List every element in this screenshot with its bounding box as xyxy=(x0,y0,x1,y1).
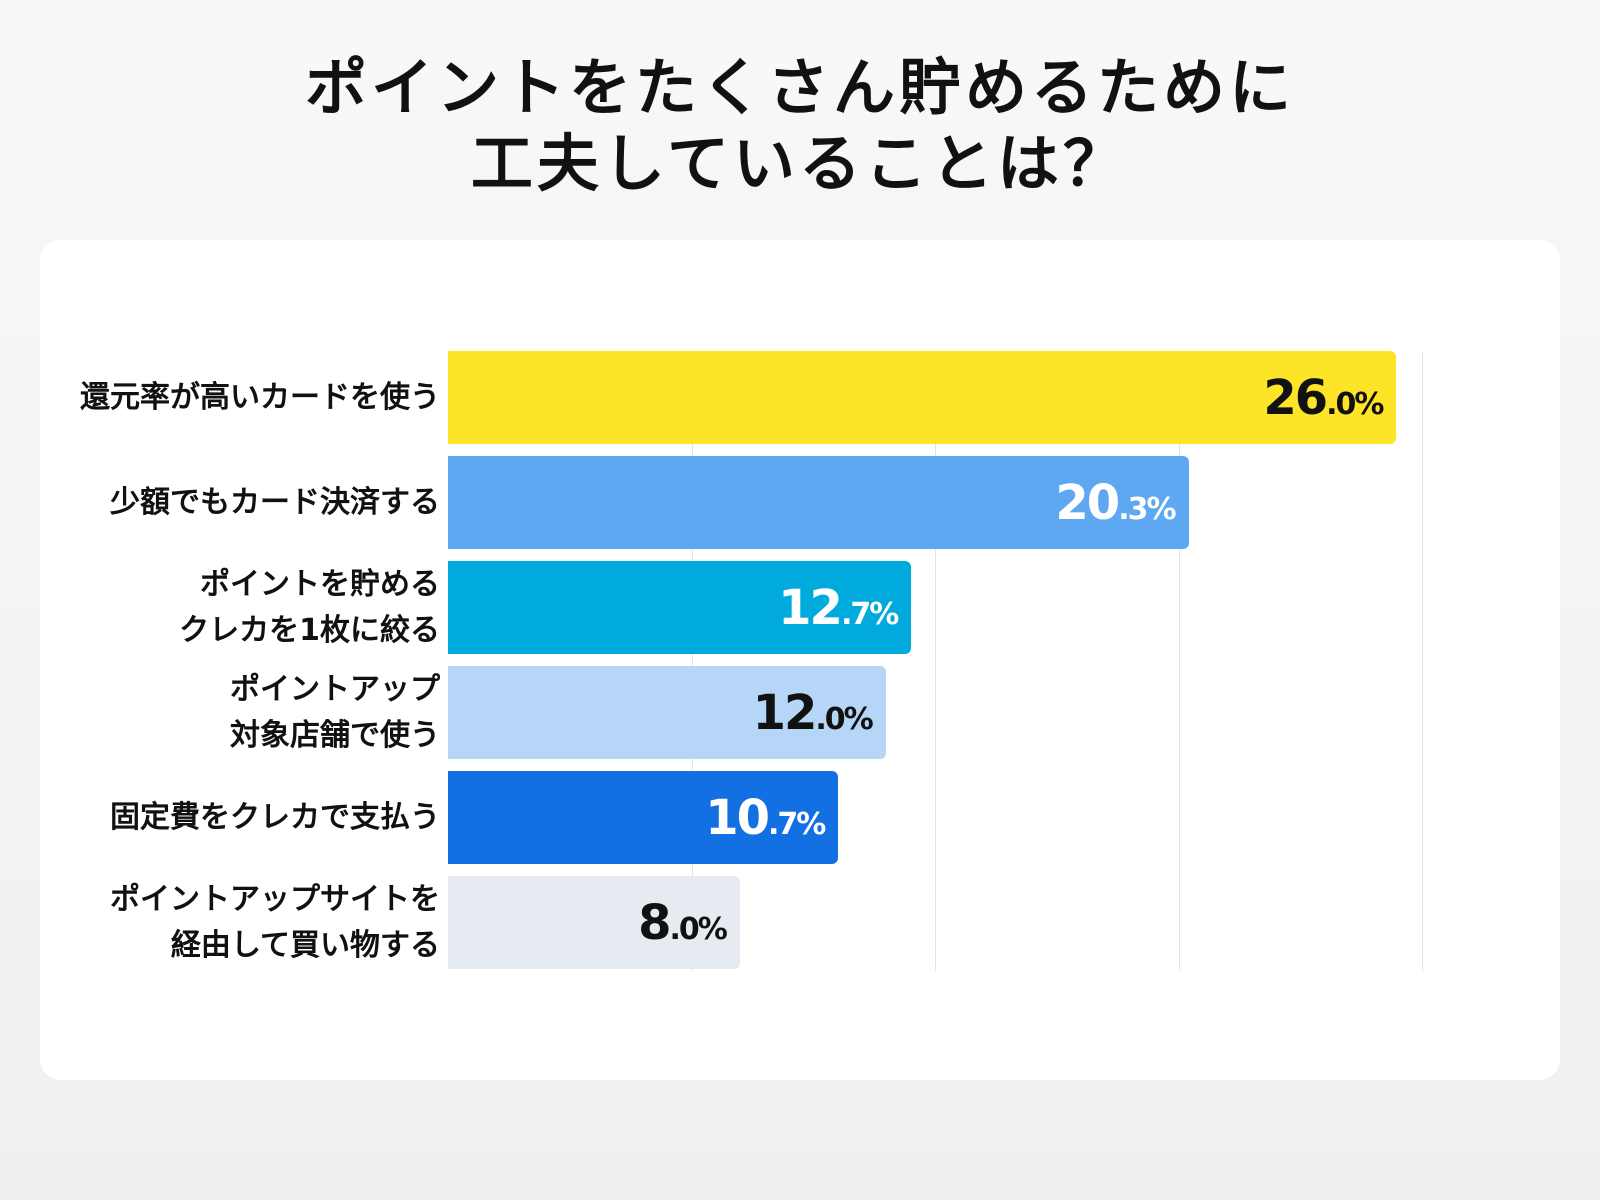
bar-value-label: 12.0% xyxy=(752,684,874,741)
chart-title: ポイントをたくさん貯めるために 工夫していることは？ xyxy=(0,50,1600,202)
bar-value-label: 12.7% xyxy=(778,579,899,636)
category-label: 少額でもカード決済する xyxy=(110,484,440,520)
chart-title-line-1: ポイントをたくさん貯めるために xyxy=(304,51,1295,124)
gridline xyxy=(691,351,693,971)
bar-value-label: 26.0% xyxy=(1263,369,1384,426)
bar: 8.0% xyxy=(448,876,740,969)
category-label: ポイントアップサイトを 経由して買い物する xyxy=(110,881,440,963)
gridline xyxy=(1178,351,1180,971)
chart-title-line-2: 工夫していることは？ xyxy=(470,127,1130,200)
gridline xyxy=(935,351,936,971)
bar: 20.3% xyxy=(448,456,1189,549)
category-label: ポイントアップ 対象店舗で使う xyxy=(230,671,440,753)
bar: 12.0% xyxy=(448,666,886,759)
bar: 10.7% xyxy=(448,771,839,864)
category-label: 固定費をクレカで支払う xyxy=(110,799,440,835)
bar-value-label: 20.3% xyxy=(1055,474,1176,531)
bar: 12.7% xyxy=(448,561,912,654)
bar-value-label: 10.7% xyxy=(705,789,826,846)
category-label: 還元率が高いカードを使う xyxy=(80,379,440,415)
gridline xyxy=(1422,351,1423,971)
bar-value-label: 8.0% xyxy=(638,894,728,951)
bar: 26.0% xyxy=(448,351,1397,444)
category-label: ポイントを貯める クレカを1枚に絞る xyxy=(179,566,440,648)
